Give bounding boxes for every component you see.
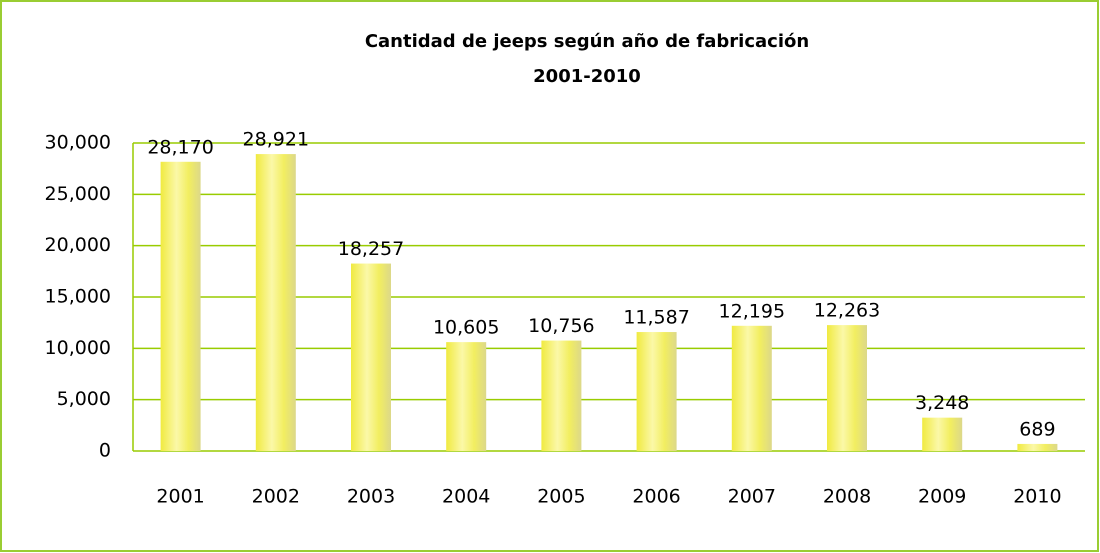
bar (255, 154, 296, 451)
value-label: 12,195 (719, 300, 785, 322)
y-tick-label: 15,000 (45, 286, 111, 308)
x-tick-label: 2004 (442, 486, 490, 508)
bar (1017, 443, 1058, 451)
x-tick-label: 2006 (632, 486, 680, 508)
value-label: 18,257 (338, 238, 404, 260)
value-label: 3,248 (915, 392, 969, 414)
bar (541, 340, 582, 451)
value-label: 10,605 (433, 317, 499, 339)
x-tick-label: 2008 (823, 486, 871, 508)
chart-subtitle: 2001-2010 (533, 66, 641, 87)
y-tick-label: 0 (99, 440, 111, 462)
value-label: 28,170 (147, 136, 213, 158)
value-label: 10,756 (528, 315, 594, 337)
x-tick-label: 2003 (347, 486, 395, 508)
y-tick-label: 10,000 (45, 337, 111, 359)
x-tick-label: 2007 (728, 486, 776, 508)
value-label: 689 (1019, 418, 1055, 440)
value-label: 12,263 (814, 300, 880, 322)
bar (160, 161, 201, 451)
x-tick-label: 2005 (537, 486, 585, 508)
bar (636, 332, 677, 451)
bar (922, 417, 963, 451)
chart-title: Cantidad de jeeps según año de fabricaci… (365, 31, 809, 52)
x-tick-label: 2009 (918, 486, 966, 508)
x-tick-label: 2010 (1013, 486, 1061, 508)
y-tick-label: 20,000 (45, 234, 111, 256)
x-tick-label: 2001 (156, 486, 204, 508)
bar (827, 325, 867, 451)
value-label: 28,921 (243, 129, 309, 151)
value-label: 11,587 (623, 307, 689, 329)
bar (351, 263, 391, 451)
x-tick-label: 2002 (252, 486, 300, 508)
bar (731, 325, 772, 451)
bar (446, 342, 487, 451)
y-tick-label: 30,000 (45, 132, 111, 154)
y-tick-label: 5,000 (57, 388, 111, 410)
y-tick-label: 25,000 (45, 183, 111, 205)
